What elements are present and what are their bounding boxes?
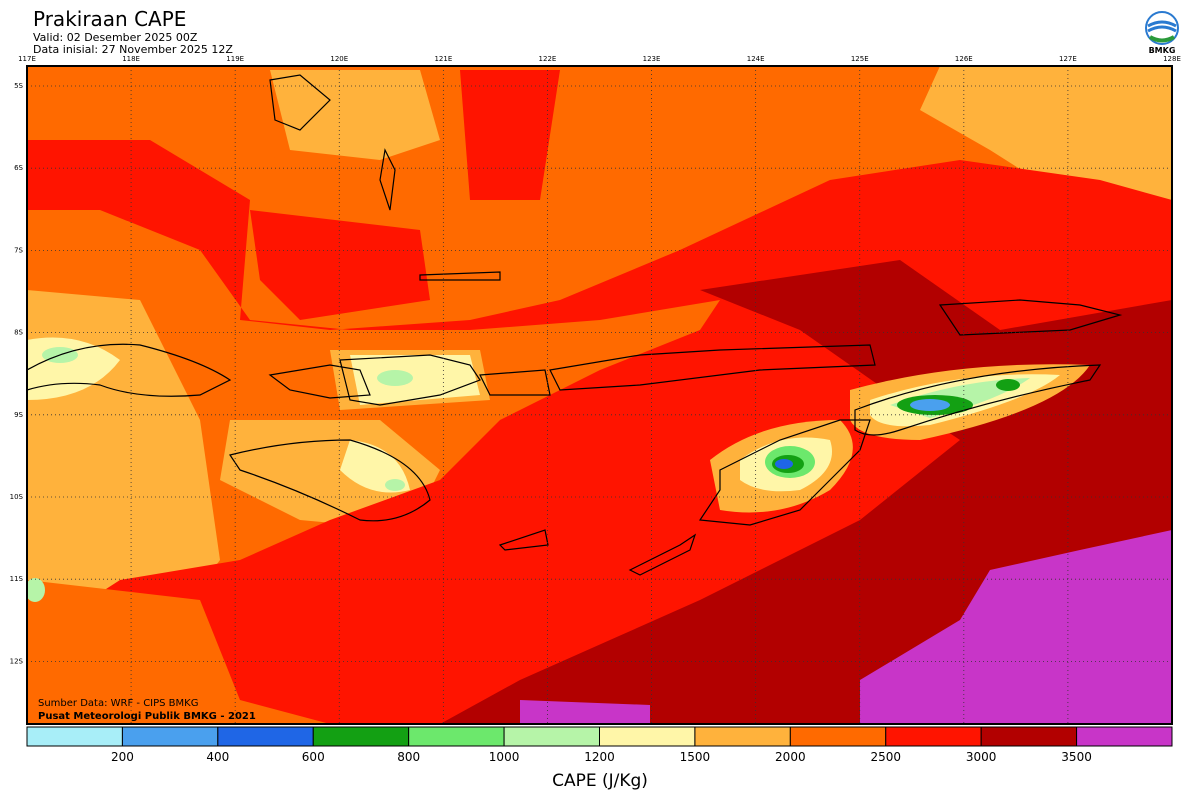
lat-label: 8S (14, 329, 23, 337)
logo-text: BMKG (1149, 46, 1176, 55)
map-frame (26, 65, 1173, 725)
colorbar-label: 200 (111, 750, 134, 764)
lon-label: 118E (122, 55, 140, 63)
title: Prakiraan CAPE (33, 7, 186, 31)
colorbar-bin (599, 726, 696, 747)
lat-label: 6S (14, 164, 23, 172)
lon-label: 119E (226, 55, 244, 63)
cape-field (27, 66, 1172, 724)
colorbar-label: 1200 (584, 750, 615, 764)
lon-label: 124E (747, 55, 765, 63)
colorbar-bin (26, 726, 123, 747)
colorbar-bin (1076, 726, 1173, 747)
colorbar-label: 3500 (1061, 750, 1092, 764)
lon-label: 117E (18, 55, 36, 63)
lon-label: 128E (1163, 55, 1181, 63)
lon-label: 122E (539, 55, 557, 63)
lon-label: 121E (434, 55, 452, 63)
source-note: Sumber Data: WRF - CIPS BMKG (38, 698, 198, 709)
colorbar-label: 1000 (489, 750, 520, 764)
colorbar-bin (312, 726, 410, 747)
colorbar-bin (408, 726, 505, 747)
lon-label: 125E (851, 55, 869, 63)
lon-label: 126E (955, 55, 973, 63)
colorbar-bin (789, 726, 887, 747)
colorbar-bin (885, 726, 982, 747)
credit-note: Pusat Meteorologi Publik BMKG - 2021 (38, 711, 256, 722)
logo: BMKG (1145, 11, 1179, 55)
valid-time: Valid: 02 Desember 2025 00Z (33, 31, 198, 44)
colorbar-label: 1500 (680, 750, 711, 764)
colorbar-label: 600 (302, 750, 325, 764)
colorbar-bin (217, 726, 314, 747)
colorbar-label: 800 (397, 750, 420, 764)
colorbar-label: 2000 (775, 750, 806, 764)
colorbar-title: CAPE (J/Kg) (552, 771, 648, 791)
colorbar: 200 400 600 800 1000 1200 1500 2000 2500 3000 3500 (26, 726, 1173, 764)
lon-label: 123E (643, 55, 661, 63)
lat-label: 12S (10, 657, 24, 665)
init-time: Data inisial: 27 November 2025 12Z (33, 43, 233, 56)
colorbar-bin (503, 726, 601, 747)
colorbar-bin (121, 726, 219, 747)
lon-label: 127E (1059, 55, 1077, 63)
colorbar-label: 400 (206, 750, 229, 764)
colorbar-bin (980, 726, 1078, 747)
colorbar-bin (694, 726, 791, 747)
lat-label: 10S (10, 493, 24, 501)
graticule: 117E 118E 119E 120E 121E 122E 123E 124E 125E 126E… (10, 55, 1181, 724)
lat-label: 9S (14, 411, 23, 419)
lon-label: 120E (330, 55, 348, 63)
coastlines (27, 74, 1123, 576)
lat-label: 11S (10, 575, 24, 583)
lat-label: 7S (14, 246, 23, 254)
lat-label: 5S (14, 82, 23, 90)
colorbar-label: 2500 (870, 750, 901, 764)
colorbar-label: 3000 (966, 750, 997, 764)
